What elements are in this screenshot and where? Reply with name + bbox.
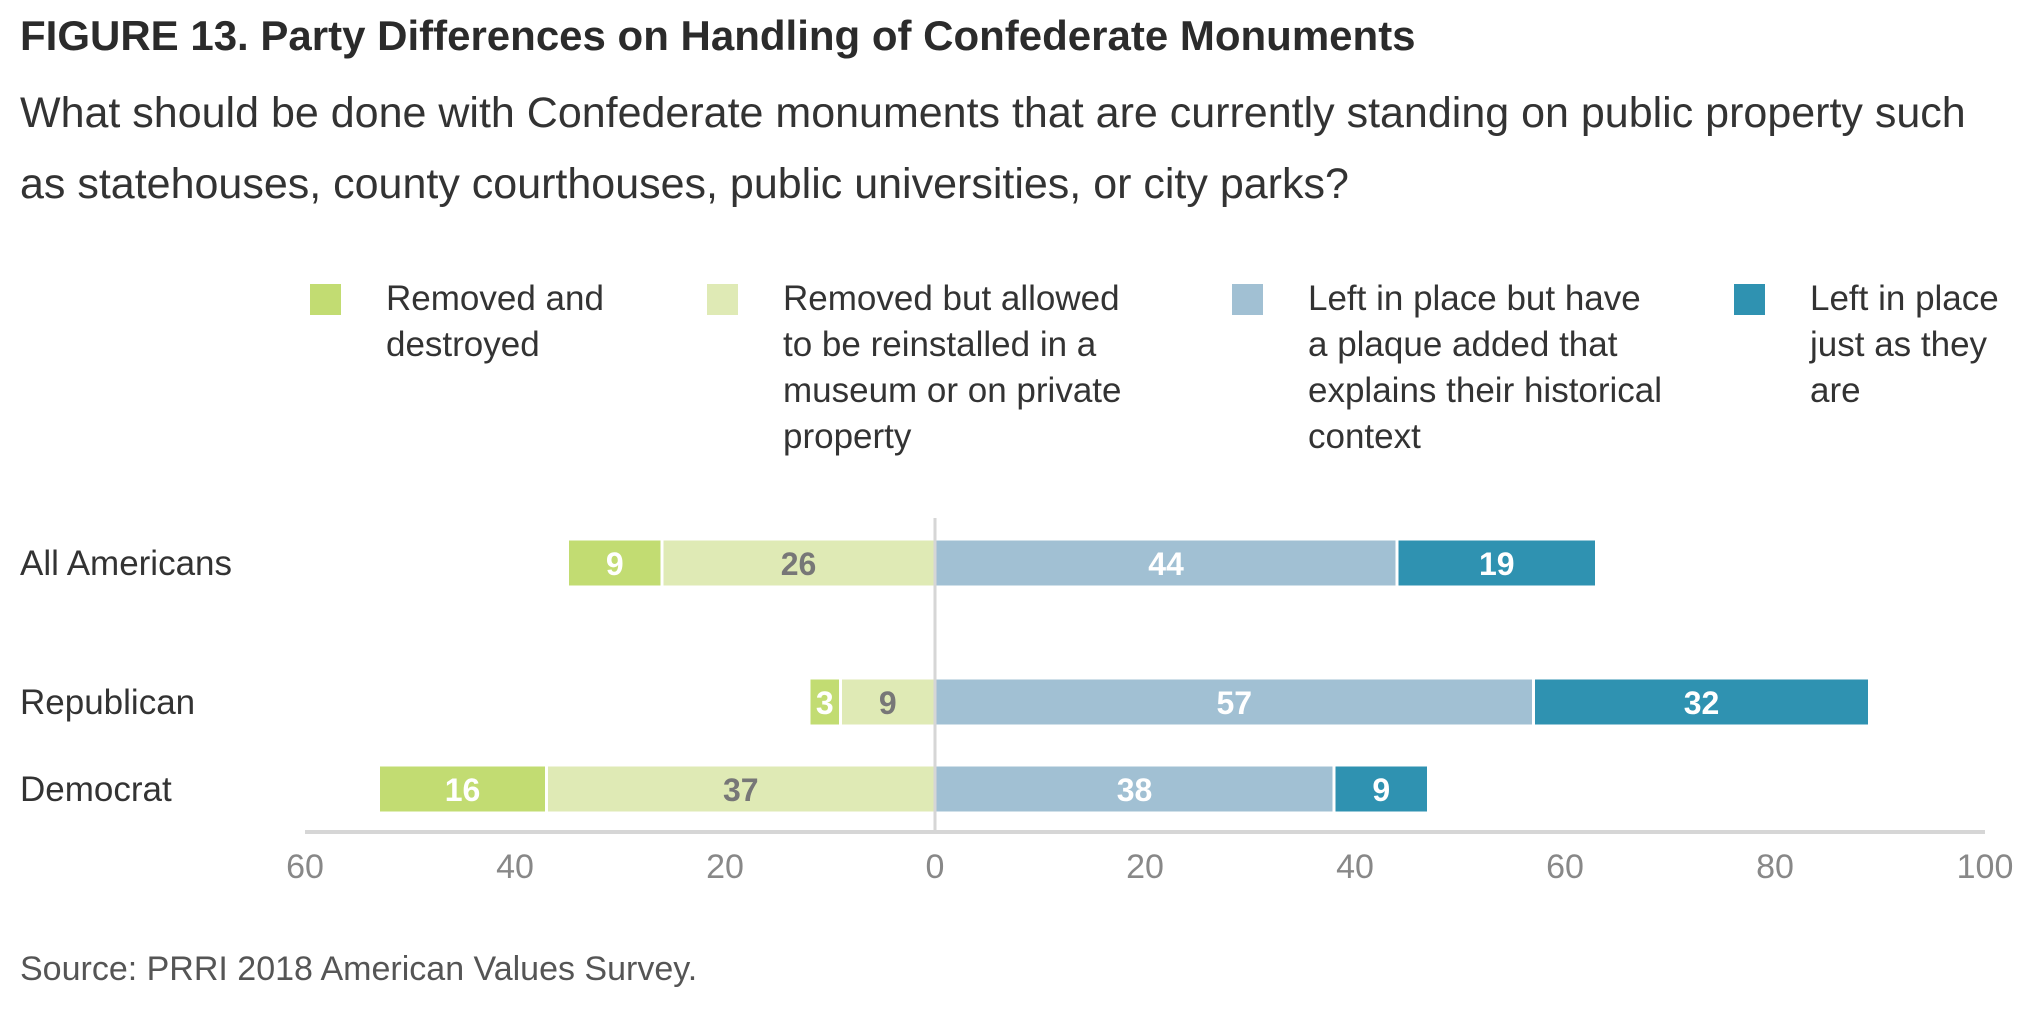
data-label: 32 [1684,685,1720,721]
bar-segment [933,763,1336,815]
legend-swatch [1232,284,1263,315]
bar-segment [1395,537,1598,589]
legend-label: Left in place but have a plaque added th… [1308,279,1663,456]
bar-segment [545,763,937,815]
bar-segment [1532,676,1871,728]
x-tick-label: 80 [1756,848,1794,886]
data-label: 19 [1479,546,1515,582]
x-tick-label: 0 [926,848,945,886]
legend-label: Removed and destroyed [386,279,604,364]
data-label: 9 [879,685,897,721]
chart-subtitle: What should be done with Confederate mon… [20,89,1966,208]
data-label: 57 [1216,685,1252,721]
data-label: 9 [606,546,624,582]
legend-swatch [707,284,738,315]
data-label: 38 [1117,772,1153,808]
category-label: All Americans [20,544,232,583]
x-tick-label: 100 [1957,848,2014,886]
data-label: 26 [781,546,817,582]
x-tick-label: 40 [496,848,534,886]
data-label: 3 [816,685,834,721]
category-label: Democrat [20,770,172,809]
bar-segment [1332,763,1430,815]
chart-title: FIGURE 13. Party Differences on Handling… [20,12,1416,59]
data-label: 44 [1148,546,1184,582]
legend-label: Removed but allowed to be reinstalled in… [783,279,1122,456]
x-tick-label: 60 [286,848,324,886]
legend-swatch [1734,284,1765,315]
legend-swatch [310,284,341,315]
bar-segment [566,537,664,589]
bar-segment [377,763,548,815]
bar-segment [839,676,937,728]
bar-segment [933,537,1399,589]
category-label: Republican [20,683,195,722]
x-tick-label: 20 [1126,848,1164,886]
data-label: 16 [445,772,481,808]
x-tick-label: 40 [1336,848,1374,886]
legend-label: Left in place just as they are [1810,279,1999,410]
source-note: Source: PRRI 2018 American Values Survey… [20,950,698,988]
data-label: 37 [723,772,759,808]
bar-segment [807,676,842,728]
x-tick-label: 60 [1546,848,1584,886]
x-tick-label: 20 [706,848,744,886]
data-label: 9 [1372,772,1390,808]
